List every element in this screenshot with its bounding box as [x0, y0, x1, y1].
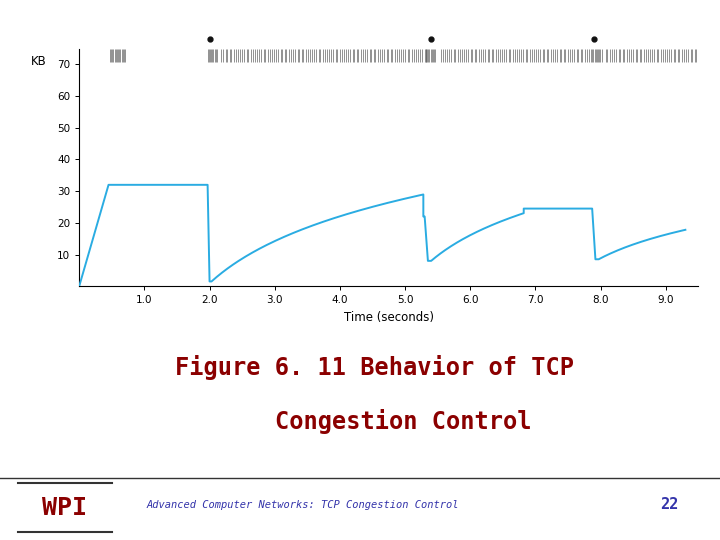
Text: 22: 22	[660, 497, 679, 512]
Text: Advanced Computer Networks: TCP Congestion Control: Advanced Computer Networks: TCP Congesti…	[146, 500, 459, 510]
Y-axis label: KB: KB	[31, 55, 47, 68]
X-axis label: Time (seconds): Time (seconds)	[344, 311, 433, 324]
Text: Congestion Control: Congestion Control	[217, 409, 531, 434]
Text: Figure 6. 11 Behavior of TCP: Figure 6. 11 Behavior of TCP	[175, 355, 574, 380]
Text: WPI: WPI	[42, 496, 87, 519]
